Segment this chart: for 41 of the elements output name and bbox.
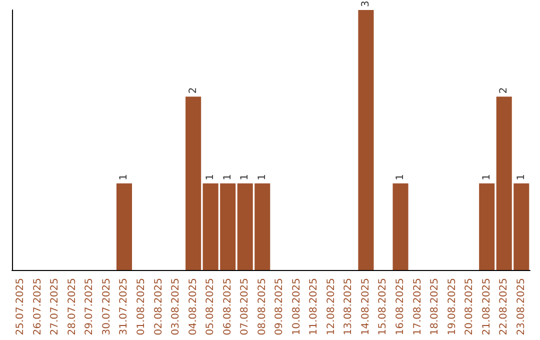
- x-tick-label: 13.08.2025: [343, 278, 354, 336]
- data-label: 1: [395, 174, 406, 180]
- data-label: 2: [498, 87, 510, 94]
- data-label: 1: [118, 174, 130, 180]
- x-tick-label: 27.07.2025: [50, 278, 61, 336]
- x-tick-label: 06.08.2025: [222, 278, 234, 336]
- x-tick-label: 19.08.2025: [446, 278, 458, 336]
- data-label: 1: [256, 174, 268, 180]
- data-label: 3: [360, 0, 372, 7]
- x-tick-label: 14.08.2025: [360, 278, 372, 336]
- x-tick-label: 11.08.2025: [308, 278, 320, 336]
- x-tick-label: 22.08.2025: [498, 278, 510, 336]
- x-tick-label: 15.08.2025: [378, 278, 389, 336]
- x-tick-label: 03.08.2025: [170, 278, 182, 336]
- data-label: 1: [516, 174, 527, 180]
- x-tick-label: 17.08.2025: [412, 278, 424, 336]
- data-label: 1: [222, 174, 234, 180]
- x-tick-label: 16.08.2025: [395, 278, 406, 336]
- data-label: 1: [205, 174, 216, 180]
- x-tick-label: 29.07.2025: [84, 278, 96, 336]
- x-tick-label: 18.08.2025: [430, 278, 441, 336]
- x-tick-label: 08.08.2025: [256, 278, 268, 336]
- x-tick-label: 10.08.2025: [291, 278, 302, 336]
- x-tick-label: 02.08.2025: [153, 278, 164, 336]
- x-tick-label: 21.08.2025: [481, 278, 492, 336]
- x-tick-label: 31.07.2025: [118, 278, 130, 336]
- x-tick-label: 04.08.2025: [188, 278, 199, 336]
- data-label: 1: [481, 174, 492, 180]
- x-tick-label: 01.08.2025: [136, 278, 147, 336]
- x-tick-label: 30.07.2025: [101, 278, 112, 336]
- data-label: 2: [188, 87, 199, 94]
- x-tick-label: 25.07.2025: [15, 278, 26, 336]
- x-tick-label: 26.07.2025: [32, 278, 44, 336]
- x-tick-label: 28.07.2025: [66, 278, 78, 336]
- data-label: 1: [240, 174, 251, 180]
- x-tick-label: 20.08.2025: [464, 278, 476, 336]
- x-tick-label: 07.08.2025: [240, 278, 251, 336]
- x-tick-label: 23.08.2025: [516, 278, 527, 336]
- x-tick-label: 05.08.2025: [205, 278, 216, 336]
- x-tick-label: 09.08.2025: [274, 278, 286, 336]
- x-tick-label: 12.08.2025: [326, 278, 337, 336]
